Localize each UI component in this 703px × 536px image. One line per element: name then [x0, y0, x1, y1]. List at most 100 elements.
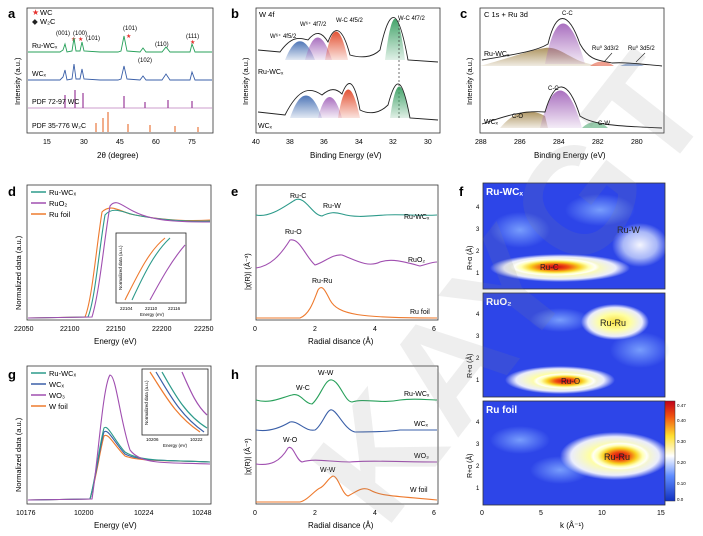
y-axis-label-g: Normalized data (a.u.)	[14, 417, 23, 492]
xtick-36: 36	[320, 139, 328, 146]
xtick-10224: 10224	[134, 510, 154, 517]
contour-label-ru-ru-f3: Ru-Ru	[604, 452, 630, 462]
curve-label-ru-wcx-h: Ru-WCₓ	[404, 391, 430, 398]
curve-label-wo3: WO₃	[414, 453, 429, 460]
inset-xtick-3: 22116	[168, 306, 181, 311]
xtick-10200: 10200	[74, 510, 94, 517]
peak-label-110: (110)	[155, 42, 169, 48]
contour-ru-wcx: Ru-WCₓ Ru-W Ru-C 4 3 2 1 R+α (Å)	[465, 182, 668, 290]
legend-label-ru-wcx-g: Ru-WCₓ	[49, 369, 77, 378]
xtick-4-e: 4	[373, 326, 377, 333]
panel-c: c C 1s + Ru 3d C-C Ru⁰ 3d3/2 Ru⁰ 3d5/2 R…	[460, 6, 665, 160]
peak-label-ru-52: Ru⁰ 3d5/2	[628, 45, 655, 52]
xtick-5-f: 5	[539, 510, 543, 517]
xtick-0-e: 0	[253, 326, 257, 333]
curve-label-wcx-h: WCₓ	[414, 421, 429, 428]
curve-label-wcx-c: WCₓ	[484, 119, 499, 126]
ytick-4-f3: 4	[476, 420, 480, 426]
ytick-3-f2: 3	[476, 334, 480, 340]
y-axis-label-f2: R+α (Å)	[465, 354, 474, 378]
curve-label-ruo2: RuO₂	[408, 257, 425, 264]
inset-d	[115, 232, 187, 304]
panel-d: d Ru-WCₓ RuO₂ Ru foil 22104 22110 22116 …	[8, 184, 214, 346]
y-axis-label-a: Intensity (a.u.)	[13, 57, 22, 105]
curve-label-ru-wcx-c: Ru-WCₓ	[484, 51, 510, 58]
y-axis-label-d: Normalized data (a.u.)	[14, 235, 23, 310]
inset-ylabel-g: Normalized data (a.u.)	[144, 380, 149, 425]
x-axis-label-e: Radial disance (Å)	[308, 337, 374, 346]
xtick-22250: 22250	[194, 326, 214, 333]
contour-title-ru-foil: Ru foil	[486, 405, 517, 416]
pdf-wc-sticks	[64, 90, 193, 108]
contour-label-ru-w: Ru-W	[617, 225, 641, 235]
peak-label-ru-o: Ru-O	[285, 229, 302, 236]
panel-letter-h: h	[231, 367, 239, 382]
peak-label-w-w-bottom: W-W	[320, 467, 336, 474]
xtick-2-h: 2	[313, 510, 317, 517]
legend-w2c-icon: ◆	[32, 17, 39, 26]
panel-g-frame	[26, 365, 212, 505]
peak-label-w-w-top: W-W	[318, 370, 334, 377]
cbar-tick-00: 0.0	[677, 497, 684, 502]
peak-label-w6-52: W⁶⁺ 4f5/2	[270, 33, 297, 40]
y-axis-label-b: Intensity (a.u.)	[241, 57, 250, 105]
xtick-30: 30	[424, 139, 432, 146]
curve-label-ru-wcx-e: Ru-WCₓ	[404, 214, 430, 221]
curve-label-pdf-w2c: PDF 35-776 W₂C	[32, 123, 86, 130]
xtick-2-e: 2	[313, 326, 317, 333]
inset-xlabel-d: Energy (eV)	[140, 312, 165, 317]
xtick-34: 34	[355, 139, 363, 146]
xtick-22050: 22050	[14, 326, 34, 333]
xtick-45: 45	[116, 139, 124, 146]
xtick-15: 15	[43, 139, 51, 146]
x-axis-label-a: 2θ (degree)	[97, 151, 139, 160]
peak-label-w-o: W-O	[283, 437, 298, 444]
xtick-288: 288	[475, 139, 487, 146]
cbar-tick-020: 0.20	[677, 460, 686, 465]
wc-star-icon: ★	[126, 33, 131, 40]
curve-label-ru-foil-e: Ru foil	[410, 309, 430, 316]
peak-label-w6-72: W⁶⁺ 4f7/2	[300, 21, 327, 28]
ytick-2-f1: 2	[476, 249, 480, 255]
xtick-32: 32	[389, 139, 397, 146]
x-axis-label-g: Energy (eV)	[94, 521, 137, 530]
contour-ruo2: RuO₂ Ru-Ru Ru-O 4 3 2 1 R+α (Å)	[465, 292, 670, 398]
xtick-0-h: 0	[253, 510, 257, 517]
curve-label-w-foil: W foil	[410, 487, 428, 494]
legend-w2c-label: W₂C	[40, 17, 56, 26]
curve-wcx	[28, 63, 212, 81]
panel-letter-a: a	[8, 6, 16, 21]
curve-label-pdf-wc: PDF 72-97 WC	[32, 99, 79, 106]
pdf-w2c-sticks	[95, 112, 199, 132]
legend-label-ru-foil: Ru foil	[49, 210, 71, 219]
contour-title-ru-wcx: Ru-WCₓ	[486, 187, 523, 198]
inset-xtick-1: 22104	[120, 306, 133, 311]
panel-a-frame	[26, 7, 214, 134]
panel-letter-b: b	[231, 6, 239, 21]
panel-h: h W-W W-C Ru-WCₓ WCₓ W-O WO₃ W-W W foil …	[231, 365, 439, 530]
ytick-2-f3: 2	[476, 464, 480, 470]
contour-label-ru-ru-f2: Ru-Ru	[600, 318, 626, 328]
y-axis-label-h: |χ(R)| (Å⁻³)	[243, 438, 252, 475]
peak-label-cw: C-W	[598, 121, 610, 127]
curve-ru-wcx	[28, 35, 212, 53]
panel-b-title: W 4f	[259, 10, 275, 19]
x-axis-label-h: Radial disance (Å)	[308, 521, 374, 530]
cbar-tick-040: 0.40	[677, 418, 686, 423]
curve-label-wcx-b: WCₓ	[258, 123, 273, 130]
legend-wc-icon: ★	[32, 8, 39, 17]
curve-label-wcx: WCₓ	[32, 71, 47, 78]
contour-label-ru-o: Ru-O	[561, 377, 580, 386]
y-axis-label-f3: R+α (Å)	[465, 454, 474, 478]
panel-letter-c: c	[460, 6, 467, 21]
inset-xtick-g2: 10222	[190, 437, 203, 442]
peak-label-102: (102)	[138, 58, 152, 64]
peak-label-wc-52: W-C 4f5/2	[336, 18, 364, 24]
x-axis-label-f: k (Å⁻¹)	[560, 521, 584, 530]
peak-label-ru-w: Ru-W	[323, 203, 341, 210]
peak-label-co: C-O	[512, 114, 523, 120]
panel-b-frame	[255, 7, 441, 134]
fit-curve-ru-wcx-c	[481, 18, 663, 67]
ytick-4-f1: 4	[476, 205, 480, 211]
panel-d-frame	[26, 184, 212, 321]
